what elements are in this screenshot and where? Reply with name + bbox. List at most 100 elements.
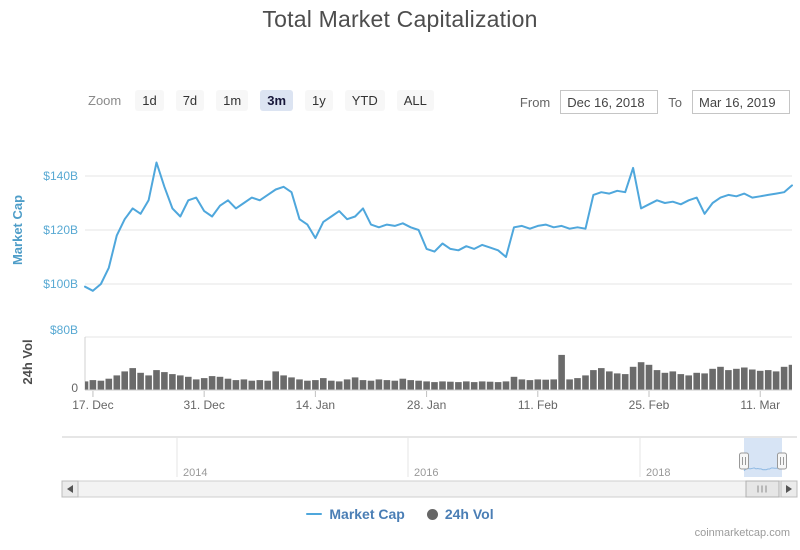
volume-bar bbox=[661, 372, 669, 390]
volume-bar bbox=[637, 362, 645, 390]
date-range-group: From To bbox=[520, 90, 790, 114]
volume-bar bbox=[598, 368, 605, 390]
volume-bar bbox=[272, 371, 279, 390]
zoom-button-1d[interactable]: 1d bbox=[135, 90, 164, 111]
volume-bar bbox=[240, 379, 248, 390]
volume-bar bbox=[590, 370, 597, 390]
volume-bar bbox=[415, 380, 422, 390]
market-cap-line-series[interactable] bbox=[84, 161, 793, 292]
volume-bar bbox=[129, 368, 136, 390]
volume-bar bbox=[423, 381, 430, 390]
volume-bar bbox=[756, 370, 764, 390]
volume-bar bbox=[470, 382, 478, 390]
volume-bar bbox=[185, 376, 192, 391]
volume-bar bbox=[606, 371, 613, 390]
volume-bar bbox=[629, 366, 637, 390]
volume-bar bbox=[741, 367, 748, 390]
volume-bar bbox=[359, 380, 367, 390]
volume-bar bbox=[582, 375, 589, 390]
y-axis-tick-label: $100B bbox=[43, 277, 78, 291]
volume-bar bbox=[701, 373, 708, 390]
volume-bar bbox=[232, 380, 240, 390]
volume-bar bbox=[375, 379, 383, 390]
volume-bar bbox=[320, 378, 327, 390]
zoom-button-all[interactable]: ALL bbox=[396, 90, 434, 111]
volume-bar bbox=[455, 382, 462, 390]
volume-bar bbox=[304, 380, 311, 390]
legend-label: 24h Vol bbox=[444, 506, 494, 522]
volume-bar bbox=[733, 368, 740, 390]
volume-bar bbox=[502, 381, 510, 390]
volume-bar bbox=[518, 379, 526, 390]
volume-bar bbox=[399, 378, 407, 390]
circle-marker-icon bbox=[426, 508, 438, 520]
navigator-mini-series bbox=[743, 467, 782, 472]
volume-bar bbox=[431, 382, 438, 390]
volume-bar-series[interactable] bbox=[85, 354, 792, 391]
scrollbar-track[interactable] bbox=[61, 480, 798, 498]
navigator-selected-range[interactable] bbox=[744, 438, 782, 477]
volume-pane: $80B 0 24h Vol bbox=[20, 323, 792, 395]
volume-bar bbox=[161, 372, 168, 390]
navigator-handle-right[interactable] bbox=[777, 452, 787, 470]
from-label: From bbox=[519, 94, 551, 110]
volume-bar bbox=[145, 375, 152, 390]
volume-bar bbox=[558, 354, 565, 390]
volume-bar bbox=[105, 378, 113, 390]
volume-bar bbox=[486, 381, 494, 390]
navigator: 2014 2016 2018 bbox=[62, 436, 797, 479]
volume-bar bbox=[200, 378, 208, 390]
volume-bar bbox=[494, 382, 502, 390]
navigator-year-label: 2018 bbox=[646, 467, 670, 479]
volume-bar bbox=[534, 379, 542, 390]
volume-bar bbox=[121, 371, 128, 390]
volume-bar bbox=[550, 379, 557, 390]
volume-bar bbox=[383, 380, 391, 390]
volume-bar bbox=[542, 379, 549, 390]
navigator-handle-left[interactable] bbox=[739, 452, 749, 470]
range-selector-toolbar: Zoom 1d 7d 1m 3m 1y YTD ALL From To bbox=[0, 90, 800, 116]
volume-bar bbox=[693, 372, 700, 390]
volume-bar bbox=[780, 366, 788, 390]
volume-bar bbox=[526, 380, 534, 390]
volume-bar bbox=[463, 381, 470, 390]
volume-bar bbox=[717, 366, 724, 390]
volume-bar bbox=[169, 374, 176, 390]
volume-bar bbox=[351, 377, 359, 390]
legend-label: Market Cap bbox=[329, 506, 405, 522]
volume-bar bbox=[447, 381, 454, 390]
volume-bar bbox=[621, 374, 629, 390]
legend-item-market-cap[interactable]: Market Cap bbox=[306, 506, 405, 522]
volume-bar bbox=[153, 370, 160, 390]
volume-bar bbox=[343, 379, 351, 390]
volume-tick-label: $80B bbox=[50, 323, 78, 337]
volume-bar bbox=[312, 380, 319, 390]
legend-item-24h-vol[interactable]: 24h Vol bbox=[426, 506, 494, 522]
zoom-button-3m[interactable]: 3m bbox=[260, 90, 294, 111]
volume-bar bbox=[772, 371, 780, 390]
volume-bar bbox=[510, 376, 518, 391]
attribution-text: coinmarketcap.com bbox=[694, 527, 790, 539]
volume-bar bbox=[613, 373, 621, 390]
volume-axis-title: 24h Vol bbox=[20, 339, 35, 384]
zoom-button-1m[interactable]: 1m bbox=[216, 90, 249, 111]
volume-bar bbox=[677, 374, 685, 390]
volume-tick-label: 0 bbox=[71, 381, 78, 395]
zoom-button-ytd[interactable]: YTD bbox=[344, 90, 385, 111]
zoom-button-group: Zoom 1d 7d 1m 3m 1y YTD ALL bbox=[88, 90, 434, 111]
volume-bar bbox=[264, 380, 271, 390]
scrollbar-thumb[interactable] bbox=[745, 480, 780, 498]
volume-bar bbox=[645, 364, 653, 390]
volume-bar bbox=[478, 381, 486, 390]
volume-bar bbox=[248, 380, 256, 390]
from-date-input[interactable] bbox=[560, 90, 659, 114]
volume-bar bbox=[192, 379, 200, 390]
volume-bar bbox=[137, 372, 144, 390]
volume-bar bbox=[177, 375, 184, 390]
zoom-buttons: 1d 7d 1m 3m 1y YTD ALL bbox=[135, 90, 434, 111]
zoom-button-1y[interactable]: 1y bbox=[305, 90, 333, 111]
to-date-input[interactable] bbox=[692, 90, 790, 114]
zoom-button-7d[interactable]: 7d bbox=[175, 90, 205, 111]
